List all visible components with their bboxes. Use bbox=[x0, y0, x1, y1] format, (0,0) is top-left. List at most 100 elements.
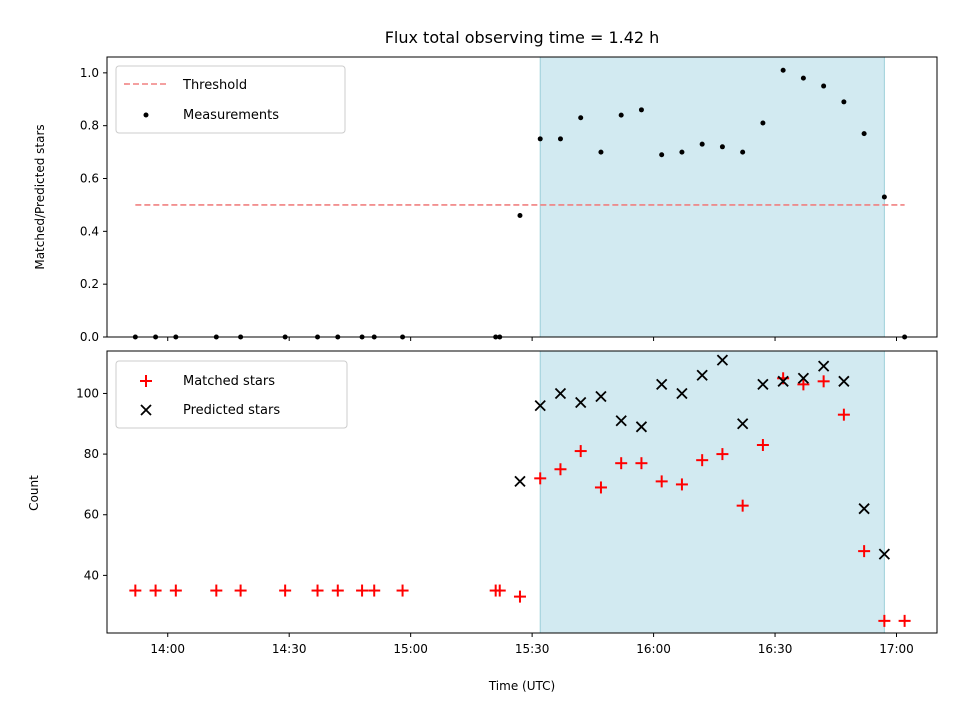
predicted-legend-label: Predicted stars bbox=[183, 403, 280, 418]
matched-star-point bbox=[878, 614, 891, 627]
predicted-star-point bbox=[696, 369, 708, 381]
matched-star-point bbox=[635, 457, 648, 470]
bottom-legend: Matched stars Predicted stars bbox=[115, 360, 348, 429]
bottom-y-tick-label: 80 bbox=[84, 447, 99, 461]
x-tick-label: 15:00 bbox=[393, 642, 428, 656]
matched-legend-label: Matched stars bbox=[183, 374, 275, 389]
matched-star-point bbox=[716, 448, 729, 461]
predicted-star-point bbox=[777, 375, 789, 387]
matched-star-point bbox=[149, 584, 162, 597]
bottom-y-tick-label: 100 bbox=[76, 386, 99, 400]
matched-star-point bbox=[169, 584, 182, 597]
threshold-legend-label: Threshold bbox=[182, 78, 247, 93]
predicted-star-point bbox=[737, 418, 749, 430]
top-y-axis-label: Matched/Predicted stars bbox=[33, 124, 47, 269]
predicted-legend-swatch bbox=[140, 404, 152, 416]
matched-star-point bbox=[129, 584, 142, 597]
matched-star-point bbox=[675, 478, 688, 491]
x-tick-label: 15:30 bbox=[515, 642, 550, 656]
bottom-observing-interval-shade bbox=[539, 350, 885, 634]
matched-star-point bbox=[356, 584, 369, 597]
measurements-legend-label: Measurements bbox=[183, 108, 279, 123]
top-y-tick-label: 0.6 bbox=[80, 172, 99, 186]
matched-star-point bbox=[311, 584, 324, 597]
measurements-legend-swatch bbox=[143, 112, 149, 118]
measurement-point bbox=[841, 99, 847, 105]
predicted-star-point bbox=[514, 475, 526, 488]
top-plot-frame bbox=[106, 56, 938, 338]
measurement-point bbox=[821, 83, 827, 89]
top-y-axis: 0.0 0.2 0.4 0.6 0.8 1.0 bbox=[80, 66, 107, 344]
measurement-point bbox=[618, 112, 624, 118]
top-y-tick-label: 0.8 bbox=[80, 119, 99, 133]
measurement-point bbox=[780, 67, 786, 73]
x-tick-label: 14:00 bbox=[150, 642, 185, 656]
x-tick-label: 17:00 bbox=[879, 642, 914, 656]
bottom-legend-box bbox=[115, 360, 348, 429]
bottom-x-axis: 14:00 14:30 15:00 15:30 16:00 16:30 17:00 bbox=[150, 633, 914, 656]
chart-title: Flux total observing time = 1.42 h bbox=[385, 28, 660, 47]
measurement-point bbox=[659, 152, 665, 158]
top-y-tick-label: 0.4 bbox=[80, 224, 99, 238]
predicted-star-point bbox=[757, 378, 769, 390]
x-tick-label: 16:00 bbox=[636, 642, 671, 656]
top-panel: 0.0 0.2 0.4 0.6 0.8 1.0 Matched/Predicted sta… bbox=[33, 56, 938, 344]
predicted-star-point bbox=[635, 421, 648, 433]
matched-star-point bbox=[736, 499, 749, 512]
measurement-point bbox=[740, 149, 746, 155]
measurement-point bbox=[861, 131, 867, 137]
predicted-star-point bbox=[595, 390, 607, 403]
measurement-point bbox=[699, 141, 705, 147]
bottom-panel: 40 60 80 100 14:00 14:30 15:00 15:30 16:00 16:30… bbox=[27, 350, 938, 693]
predicted-star-point bbox=[615, 415, 627, 427]
predicted-star-point bbox=[656, 378, 668, 390]
top-y-tick-label: 1.0 bbox=[80, 66, 99, 80]
matched-star-point bbox=[534, 472, 547, 485]
measurement-point bbox=[598, 149, 604, 155]
matched-star-point bbox=[615, 457, 628, 470]
predicted-star-point bbox=[716, 354, 729, 366]
matched-star-point bbox=[817, 375, 830, 388]
matched-star-point bbox=[756, 439, 769, 451]
matched-star-point bbox=[574, 445, 587, 458]
measurement-point bbox=[881, 194, 887, 200]
predicted-star-point bbox=[676, 387, 688, 400]
top-legend: Threshold Measurements bbox=[115, 65, 346, 134]
bottom-y-tick-label: 60 bbox=[84, 508, 99, 522]
predicted-star-point bbox=[554, 387, 567, 400]
matched-star-point bbox=[368, 584, 381, 597]
top-y-tick-label: 0.0 bbox=[80, 330, 99, 344]
matched-star-point bbox=[837, 408, 850, 421]
measurement-point bbox=[760, 120, 766, 126]
matched-star-point bbox=[696, 454, 709, 467]
top-y-tick-label: 0.2 bbox=[80, 277, 99, 291]
bottom-y-axis-label: Count bbox=[27, 475, 41, 511]
predicted-star-point bbox=[838, 375, 850, 387]
predicted-star-point bbox=[575, 396, 587, 409]
x-tick-label: 16:30 bbox=[758, 642, 793, 656]
top-observing-interval-shade bbox=[539, 56, 885, 338]
predicted-star-point bbox=[797, 372, 810, 384]
matched-legend-swatch bbox=[140, 375, 152, 387]
bottom-plot-frame bbox=[106, 350, 938, 634]
measurement-point bbox=[557, 136, 563, 142]
matched-star-point bbox=[858, 545, 871, 558]
matched-star-point bbox=[797, 378, 810, 391]
matched-star-point bbox=[279, 584, 292, 597]
top-legend-box bbox=[115, 65, 346, 134]
matched-star-point bbox=[396, 584, 409, 597]
predicted-star-points bbox=[514, 354, 891, 560]
matched-star-point bbox=[594, 481, 607, 494]
predicted-star-point bbox=[858, 503, 870, 515]
matched-star-point bbox=[554, 463, 567, 476]
matched-star-point bbox=[655, 475, 668, 488]
predicted-star-point bbox=[817, 360, 830, 372]
measurement-point bbox=[679, 149, 685, 155]
top-x-axis bbox=[167, 337, 898, 341]
measurement-point bbox=[578, 115, 584, 121]
matched-star-points bbox=[129, 372, 911, 627]
measurement-point bbox=[517, 212, 523, 218]
predicted-star-point bbox=[878, 548, 891, 560]
matched-star-point bbox=[513, 590, 526, 603]
